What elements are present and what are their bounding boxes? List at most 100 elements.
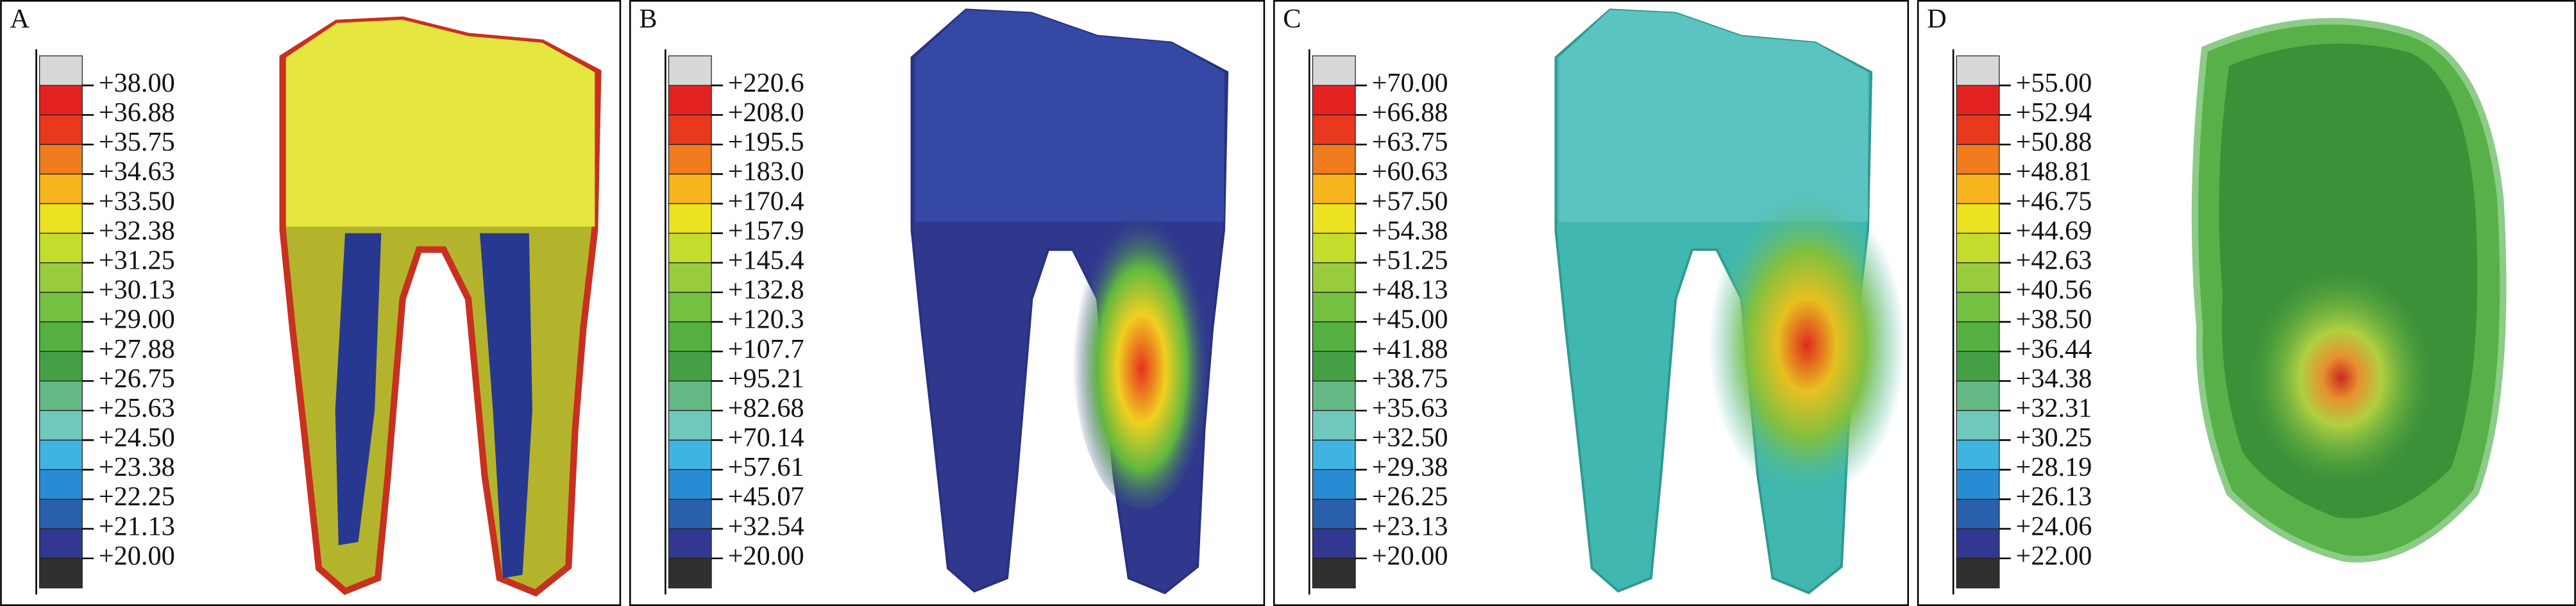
legend-label: +29.38 bbox=[1372, 452, 1448, 482]
legend-swatch bbox=[39, 233, 83, 264]
legend-label: +157.9 bbox=[728, 215, 804, 246]
legend-label: +54.38 bbox=[1372, 215, 1448, 246]
legend-label: +50.88 bbox=[2016, 127, 2092, 157]
legend-label: +30.13 bbox=[99, 275, 175, 305]
legend-label: +27.88 bbox=[99, 334, 175, 364]
legend-swatch bbox=[1956, 262, 2000, 293]
legend-swatch bbox=[39, 292, 83, 323]
legend-swatch bbox=[39, 85, 83, 115]
legend-label: +220.6 bbox=[728, 68, 804, 98]
legend-swatch bbox=[668, 85, 712, 115]
legend-label: +45.00 bbox=[1372, 305, 1448, 335]
legend-label: +44.69 bbox=[2016, 215, 2092, 246]
legend-swatch bbox=[668, 292, 712, 323]
legend-label: +32.31 bbox=[2016, 393, 2092, 423]
legend-swatch bbox=[1956, 498, 2000, 530]
legend: B +220.6+208.0+195.5+183.0+170.4+157.9+14… bbox=[639, 4, 804, 595]
legend-label: +25.63 bbox=[99, 393, 175, 423]
legend-label: +26.13 bbox=[2016, 482, 2092, 512]
legend-swatch bbox=[39, 321, 83, 352]
legend-label: +20.00 bbox=[1372, 541, 1448, 571]
legend-label: +38.75 bbox=[1372, 364, 1448, 394]
legend-swatch bbox=[668, 262, 712, 293]
legend-swatch bbox=[39, 558, 83, 589]
legend-swatch bbox=[1956, 85, 2000, 115]
legend-label: +34.38 bbox=[2016, 364, 2092, 394]
legend-swatch bbox=[39, 114, 83, 146]
legend-swatch bbox=[668, 173, 712, 205]
legend-swatch bbox=[39, 528, 83, 559]
legend: D +55.00+52.94+50.88+48.81+46.75+44.69+42… bbox=[1927, 4, 2092, 595]
legend-label: +31.25 bbox=[99, 245, 175, 275]
legend-label: +57.50 bbox=[1372, 186, 1448, 216]
legend-swatch bbox=[1956, 144, 2000, 175]
legend: C +70.00+66.88+63.75+60.63+57.50+54.38+51… bbox=[1283, 4, 1448, 595]
panel-b bbox=[629, 0, 1266, 606]
legend-swatch bbox=[1312, 558, 1356, 589]
legend-label: +52.94 bbox=[2016, 97, 2092, 128]
legend-swatch bbox=[39, 469, 83, 500]
legend-label: +26.25 bbox=[1372, 482, 1448, 512]
legend-swatch bbox=[39, 173, 83, 205]
legend-label: +36.44 bbox=[2016, 334, 2092, 364]
legend-label: +22.00 bbox=[2016, 541, 2092, 571]
legend-swatch bbox=[668, 498, 712, 530]
legend-label: +29.00 bbox=[99, 305, 175, 335]
panel-label: A bbox=[10, 4, 30, 34]
legend-swatch bbox=[1312, 233, 1356, 264]
panel-label: C bbox=[1283, 4, 1301, 34]
legend-label: +132.8 bbox=[728, 275, 804, 305]
legend-swatch bbox=[1312, 203, 1356, 234]
legend-label: +20.00 bbox=[99, 541, 175, 571]
legend-label: +63.75 bbox=[1372, 127, 1448, 157]
legend-label: +48.81 bbox=[2016, 156, 2092, 187]
legend-label: +30.25 bbox=[2016, 423, 2092, 453]
legend-swatch bbox=[1312, 351, 1356, 382]
legend-swatch bbox=[1956, 55, 2000, 86]
legend-label: +41.88 bbox=[1372, 334, 1448, 364]
legend-label: +208.0 bbox=[728, 97, 804, 128]
panel-a bbox=[0, 0, 622, 606]
legend-label: +22.25 bbox=[99, 482, 175, 512]
legend-swatch bbox=[1956, 439, 2000, 471]
legend-label: +57.61 bbox=[728, 452, 804, 482]
legend-swatch bbox=[668, 469, 712, 500]
legend-swatch bbox=[1956, 528, 2000, 559]
legend-swatch bbox=[1956, 321, 2000, 352]
legend-label: +170.4 bbox=[728, 186, 804, 216]
crown bbox=[285, 19, 595, 227]
stress-region bbox=[1072, 197, 1211, 509]
legend-swatch bbox=[1312, 410, 1356, 441]
legend-swatch bbox=[1312, 55, 1356, 86]
legend-label: +42.63 bbox=[2016, 245, 2092, 275]
legend-label: +32.50 bbox=[1372, 423, 1448, 453]
panel-c bbox=[1273, 0, 1910, 606]
legend-label: +183.0 bbox=[728, 156, 804, 187]
canal bbox=[335, 233, 382, 546]
legend-swatch bbox=[1956, 173, 2000, 205]
legend-swatch bbox=[668, 380, 712, 411]
legend-label: +66.88 bbox=[1372, 97, 1448, 128]
legend-label: +24.06 bbox=[2016, 511, 2092, 541]
legend-swatch bbox=[39, 144, 83, 175]
legend-swatch bbox=[1956, 233, 2000, 264]
legend-swatch bbox=[668, 233, 712, 264]
legend-swatch bbox=[1312, 292, 1356, 323]
legend-swatch bbox=[1312, 262, 1356, 293]
legend-swatch bbox=[1956, 410, 2000, 441]
legend-label: +36.88 bbox=[99, 97, 175, 128]
legend-swatch bbox=[668, 144, 712, 175]
panel-label: D bbox=[1927, 4, 1947, 34]
legend: A +38.00+36.88+35.75+34.63+33.50+32.38+31… bbox=[10, 4, 175, 595]
legend-label: +70.00 bbox=[1372, 68, 1448, 98]
canal bbox=[480, 233, 532, 578]
legend-swatch bbox=[39, 351, 83, 382]
legend-swatch bbox=[668, 439, 712, 471]
legend-label: +95.21 bbox=[728, 364, 804, 394]
legend-label: +28.19 bbox=[2016, 452, 2092, 482]
legend-label: +35.63 bbox=[1372, 393, 1448, 423]
legend-swatch bbox=[39, 262, 83, 293]
legend-swatch bbox=[1956, 203, 2000, 234]
legend-label: +45.07 bbox=[728, 482, 804, 512]
